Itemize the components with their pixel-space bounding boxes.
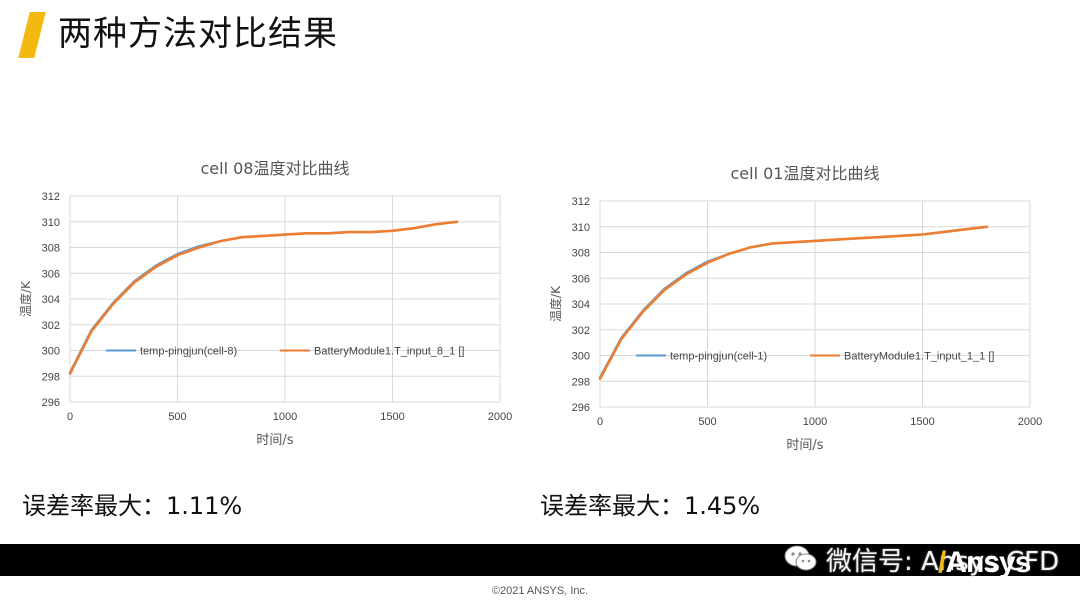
x-axis-label: 时间/s (256, 433, 293, 448)
wechat-icon (784, 545, 817, 571)
chart-title: cell 08温度对比曲线 (201, 159, 350, 178)
series-line-2 (598, 225, 989, 380)
x-tick-label: 500 (698, 416, 716, 428)
y-tick-label: 302 (572, 325, 590, 337)
y-tick-label: 312 (42, 191, 60, 203)
x-tick-label: 0 (597, 416, 603, 428)
page-title: 两种方法对比结果 (58, 14, 338, 54)
chart-cell-08: cell 08温度对比曲线 296 298 300 302 304 306 308 310 312… (0, 150, 520, 460)
x-tick-label: 1000 (273, 411, 297, 423)
x-axis-label: 时间/s (786, 438, 823, 453)
y-tick-label: 310 (572, 222, 590, 234)
legend-label-1: temp-pingjun(cell-1) (670, 351, 767, 363)
y-tick-label: 306 (42, 268, 60, 280)
ansys-logo-text: Ansys (945, 546, 1031, 579)
y-tick-label: 298 (42, 371, 60, 383)
y-tick-label: 298 (572, 376, 590, 388)
x-tick-label: 0 (67, 411, 73, 423)
x-tick-label: 1500 (380, 411, 404, 423)
ansys-logo: /Ansys (938, 546, 1031, 580)
copyright-text: ©2021 ANSYS, Inc. (491, 585, 589, 597)
error-rate-summary-right: 误差率最大：1.45% (540, 492, 761, 520)
y-tick-label: 300 (42, 346, 60, 358)
legend-label-2: BatteryModule1.T_input_1_1 [] (844, 351, 994, 363)
title-accent-bar (18, 12, 46, 58)
watermark-text: 微信号: Ansys CFD (826, 546, 1060, 577)
series-line-2 (68, 220, 459, 375)
y-tick-label: 308 (572, 248, 590, 260)
legend-label-1: temp-pingjun(cell-8) (140, 346, 237, 358)
x-tick-label: 1000 (803, 416, 827, 428)
chart-svg: cell 01温度对比曲线 296 298 300 302 304 306 308 310 312… (548, 164, 1042, 453)
y-tick-label: 300 (572, 351, 590, 363)
y-tick-label: 304 (42, 294, 60, 306)
x-tick-label: 2000 (1018, 416, 1042, 428)
legend-label-2: BatteryModule1.T_input_8_1 [] (314, 346, 464, 358)
y-tick-label: 296 (42, 397, 60, 409)
wechat-watermark: 微信号: Ansys CFD (784, 539, 1059, 579)
error-rate-summary-left: 误差率最大：1.11% (22, 492, 243, 520)
y-tick-label: 310 (42, 217, 60, 229)
y-tick-label: 296 (572, 402, 590, 414)
chart-cell-01: cell 01温度对比曲线 296 298 300 302 304 306 308 310 312… (530, 155, 1050, 465)
chart-title: cell 01温度对比曲线 (731, 164, 880, 183)
y-tick-label: 302 (42, 320, 60, 332)
x-tick-label: 2000 (488, 411, 512, 423)
y-tick-label: 312 (572, 196, 590, 208)
y-tick-label: 304 (572, 299, 590, 311)
y-tick-label: 308 (42, 243, 60, 255)
x-tick-label: 1500 (910, 416, 934, 428)
ansys-chevron-icon: / (938, 546, 946, 579)
x-tick-label: 500 (168, 411, 186, 423)
y-axis-label: 温度/K (18, 280, 33, 317)
y-tick-label: 306 (572, 273, 590, 285)
chart-svg: cell 08温度对比曲线 296 298 300 302 304 306 308 310 312… (18, 159, 512, 448)
y-axis-label: 温度/K (548, 285, 563, 322)
footer-band (0, 544, 1080, 576)
